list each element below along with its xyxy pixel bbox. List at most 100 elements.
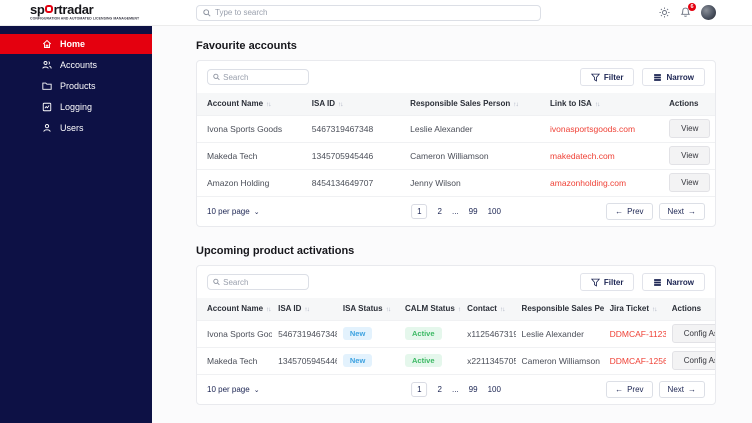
view-button[interactable]: View: [669, 173, 711, 193]
table-search[interactable]: [207, 69, 309, 85]
filter-button[interactable]: Filter: [579, 68, 635, 86]
sort-icon[interactable]: ↑↓: [499, 306, 505, 314]
column-header[interactable]: Jira Ticket ↑↓: [603, 298, 666, 320]
sidebar-item-label: Accounts: [60, 60, 98, 70]
prev-page-button[interactable]: ← Prev: [606, 381, 653, 398]
prev-page-button[interactable]: ← Prev: [606, 203, 653, 220]
brand-tagline: CONFIGURATION AND AUTOMATED LICENSING MA…: [30, 16, 140, 20]
page-number[interactable]: 1: [411, 382, 428, 397]
column-header[interactable]: Link to ISA ↑↓: [544, 93, 664, 115]
topbar: sp rt radar CONFIGURATION AND AUTOMATED …: [0, 0, 752, 26]
page-number[interactable]: 2: [437, 207, 442, 216]
cell-sales-person: Leslie Alexander: [404, 114, 545, 142]
page-number[interactable]: 1: [411, 204, 428, 219]
column-header[interactable]: ISA Status ↑↓: [336, 298, 400, 320]
column-header[interactable]: ISA ID ↑↓: [272, 298, 337, 320]
page-number[interactable]: 99: [468, 385, 478, 394]
sort-icon[interactable]: ↑↓: [266, 306, 271, 314]
filter-funnel-icon: [590, 73, 600, 82]
table-search-input[interactable]: [223, 72, 303, 82]
cell-sales-person: Leslie Alexander: [515, 319, 604, 347]
sort-icon[interactable]: ↑↓: [385, 306, 391, 314]
narrow-button[interactable]: Narrow: [642, 273, 705, 291]
jira-ticket-link[interactable]: DDMCAF-1123: [609, 328, 666, 339]
sidebar-item-logging[interactable]: Logging: [0, 97, 152, 117]
column-header: Actions: [665, 298, 715, 320]
section-title: Upcoming product activations: [196, 245, 355, 257]
sort-icon[interactable]: ↑↓: [338, 101, 343, 109]
view-button[interactable]: View: [669, 146, 711, 165]
table-toolbar: Filter Narrow: [197, 61, 715, 93]
isa-link[interactable]: ivonasportsgoods.com: [550, 123, 636, 134]
sort-icon[interactable]: ↑↓: [652, 306, 657, 314]
sort-icon[interactable]: ↑↓: [266, 101, 271, 109]
filter-button[interactable]: Filter: [579, 273, 635, 291]
table-pagination: 10 per page ⌄ 1 2 ... 99 100 ← Prev N: [197, 196, 715, 226]
next-page-button[interactable]: Next →: [658, 203, 705, 220]
sort-icon[interactable]: ↑↓: [513, 101, 518, 109]
narrow-button[interactable]: Narrow: [642, 68, 705, 86]
page-number[interactable]: 100: [487, 385, 501, 394]
arrow-left-icon: ←: [615, 207, 624, 216]
sidebar-item-home[interactable]: Home: [0, 34, 152, 54]
per-page-select[interactable]: 10 per page ⌄: [207, 385, 260, 394]
sidebar-item-products[interactable]: Products: [0, 76, 152, 96]
isa-link[interactable]: amazonholding.com: [550, 177, 627, 188]
isa-status-badge: New: [342, 354, 373, 368]
cell-isa-id: 1345705945446: [272, 346, 337, 374]
sidebar-item-label: Logging: [60, 102, 93, 112]
isa-link[interactable]: makedatech.com: [550, 150, 615, 161]
sidebar-item-accounts[interactable]: Accounts: [0, 55, 152, 75]
page-number[interactable]: 99: [468, 207, 478, 216]
table-header-row: Account Name ↑↓ ISA ID ↑↓ Responsible Sale…: [197, 93, 715, 115]
column-header[interactable]: Responsible Sales Person↑↓: [515, 298, 604, 320]
favourite-accounts-table: Account Name ↑↓ ISA ID ↑↓ Responsible Sale…: [197, 93, 715, 196]
section-title: Favourite accounts: [196, 40, 297, 52]
sort-icon[interactable]: ↑↓: [304, 306, 309, 314]
arrow-left-icon: ←: [615, 385, 624, 394]
chevron-down-icon: ⌄: [253, 208, 260, 216]
sort-icon[interactable]: ↑↓: [594, 101, 600, 109]
column-header[interactable]: CALM Status↑↓: [399, 298, 462, 320]
config-assist-button[interactable]: Config Assist: [671, 324, 715, 343]
jira-ticket-link[interactable]: DDMCAF-1256: [609, 355, 666, 366]
search-icon: [203, 8, 211, 17]
brand-text-bold: radar: [62, 1, 94, 17]
chevron-down-icon: ⌄: [253, 386, 260, 394]
calm-status-badge: Active: [405, 327, 442, 340]
global-search[interactable]: [196, 4, 541, 21]
arrow-right-icon: →: [688, 385, 696, 394]
config-assist-button[interactable]: Config Assist: [671, 351, 715, 371]
per-page-select[interactable]: 10 per page ⌄: [207, 207, 260, 216]
column-header[interactable]: Responsible Sales Person↑↓: [404, 93, 545, 115]
global-search-input[interactable]: [215, 8, 534, 17]
density-rows-icon: [654, 278, 662, 286]
column-header[interactable]: ISA ID ↑↓: [305, 93, 405, 115]
theme-toggle-button[interactable]: [659, 7, 670, 18]
cell-sales-person: Cameron Williamson: [404, 141, 545, 169]
page-number[interactable]: 100: [487, 207, 501, 216]
column-header[interactable]: Account Name ↑↓: [197, 93, 306, 115]
table-pagination: 10 per page ⌄ 1 2 ... 99 100 ← Prev N: [197, 374, 715, 404]
view-button[interactable]: View: [669, 119, 711, 138]
notifications-button[interactable]: 6: [680, 3, 696, 18]
cell-sales-person: Jenny Wilson: [404, 168, 545, 196]
table-header-row: Account Name ↑↓ ISA ID ↑↓ ISA Status ↑↓ CAL…: [197, 298, 715, 320]
isa-status-badge: New: [342, 327, 373, 340]
column-header[interactable]: Account Name ↑↓: [197, 298, 273, 320]
favourite-accounts-card: Filter Narrow Account Name↑↓: [196, 60, 716, 227]
brand-logo[interactable]: sp rt radar CONFIGURATION AND AUTOMATED …: [0, 3, 152, 23]
home-icon: [42, 39, 52, 49]
upcoming-activations-section: Upcoming product activations Filter: [196, 245, 716, 405]
cell-account-name: Ivona Sports Goods: [197, 319, 273, 347]
sidebar-item-users[interactable]: Users: [0, 118, 152, 138]
page-number[interactable]: 2: [437, 385, 442, 394]
table-search-input[interactable]: [223, 277, 303, 287]
page-ellipsis: ...: [451, 207, 459, 216]
column-header[interactable]: Contact ↑↓: [461, 298, 516, 320]
user-avatar[interactable]: [701, 5, 716, 20]
table-search[interactable]: [207, 274, 309, 290]
sort-icon[interactable]: ↑↓: [457, 306, 461, 314]
next-page-button[interactable]: Next →: [658, 381, 705, 398]
